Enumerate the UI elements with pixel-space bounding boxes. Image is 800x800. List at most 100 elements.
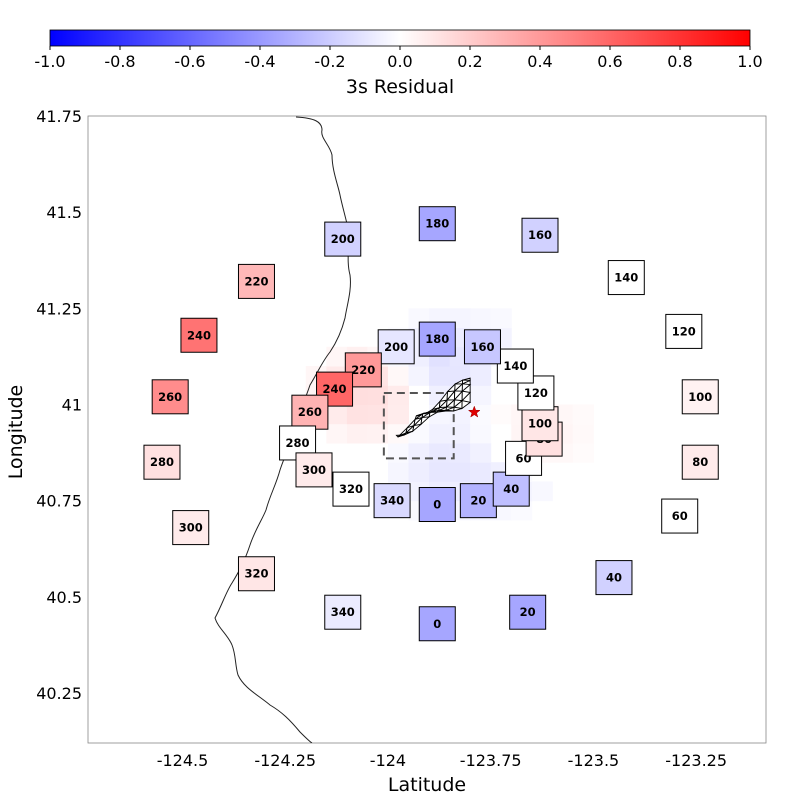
- station-label: 180: [425, 332, 449, 346]
- colorbar-tick-label: 0.8: [667, 52, 692, 71]
- station-marker: [418, 321, 456, 357]
- station-label: 200: [384, 340, 408, 354]
- station-marker: [180, 317, 218, 353]
- epicenter-star: [467, 405, 481, 418]
- heatmap-cell: [429, 442, 451, 463]
- heatmap-cell: [470, 442, 492, 463]
- heatmap-cell: [572, 423, 594, 444]
- station-label: 220: [244, 274, 268, 288]
- heatmap-cell: [572, 404, 594, 425]
- station-label: 160: [470, 340, 494, 354]
- y-tick-label: 40.25: [36, 684, 82, 703]
- station-marker: [143, 444, 181, 480]
- heatmap-cell: [387, 462, 410, 482]
- station-label: 240: [323, 382, 347, 396]
- heatmap-cell: [346, 404, 368, 425]
- colorbar-label: 3s Residual: [346, 76, 454, 98]
- station-label: 140: [503, 359, 527, 373]
- station-label: 340: [380, 494, 404, 508]
- heatmap-cell: [572, 442, 594, 463]
- station-label: 320: [244, 567, 268, 581]
- station-marker: [418, 206, 456, 242]
- station-marker: [607, 260, 645, 296]
- heatmap-cell: [387, 385, 410, 405]
- heatmap-cell: [490, 404, 512, 425]
- station-label: 200: [331, 232, 355, 246]
- station-marker: [492, 471, 530, 507]
- station-marker: [681, 444, 719, 480]
- station-marker: [332, 471, 370, 507]
- heatmap-cell: [429, 366, 451, 386]
- colorbar-tick-label: -0.2: [314, 52, 345, 71]
- heatmap-cell: [470, 462, 492, 482]
- station-marker: [237, 556, 275, 592]
- station-label: 40: [503, 482, 519, 496]
- colorbar-ticks: -1.0 -0.8 -0.6 -0.4 -0.2 0.0 0.2 0.4 0.6 0.8 1.0: [34, 46, 763, 71]
- station-marker: [172, 510, 210, 546]
- station-marker: [291, 394, 329, 430]
- station-marker: [665, 313, 703, 349]
- y-tick-label: 41.25: [36, 299, 82, 318]
- station-label: 80: [692, 455, 708, 469]
- station-label: 180: [425, 217, 449, 231]
- station-marker: [373, 483, 411, 519]
- heatmap-cell: [429, 423, 451, 444]
- heatmap-cell: [367, 423, 389, 444]
- colorbar-gradient: [49, 29, 751, 47]
- x-tick-label: -124.25: [254, 751, 316, 770]
- colorbar-tick-label: 1.0: [737, 52, 762, 71]
- heatmap-cell: [408, 366, 430, 386]
- station-label: 300: [179, 521, 203, 535]
- heatmap-cell: [346, 423, 368, 444]
- station-label: 300: [302, 463, 326, 477]
- colorbar-tick-label: 0.4: [527, 52, 552, 71]
- heatmap-cell: [449, 442, 471, 463]
- station-marker: [595, 560, 633, 596]
- heatmap-cell: [387, 423, 410, 444]
- heatmap-cell: [470, 423, 492, 444]
- station-marker: [324, 221, 362, 257]
- heatmap-cell: [429, 462, 451, 482]
- station-marker: [509, 594, 547, 630]
- heatmap-cell: [470, 366, 492, 386]
- station-label: 0: [433, 617, 441, 631]
- colorbar: -1.0 -0.8 -0.6 -0.4 -0.2 0.0 0.2 0.4 0.6 0.8 1.0 3…: [34, 29, 763, 98]
- y-axis-ticks: 40.25 40.5 40.75 41 41.25 41.5 41.75: [36, 107, 82, 703]
- station-label: 260: [298, 405, 322, 419]
- station-marker: [324, 594, 362, 630]
- y-tick-label: 41.75: [36, 107, 82, 126]
- heatmap-cell: [326, 346, 348, 367]
- station-label: 100: [688, 390, 712, 404]
- station-label: 280: [286, 436, 310, 450]
- fault-mesh: [395, 377, 472, 438]
- colorbar-tick-label: -0.4: [244, 52, 275, 71]
- station-label: 140: [614, 271, 638, 285]
- heatmap-cell: [470, 385, 492, 405]
- y-tick-label: 41: [62, 395, 82, 414]
- x-tick-label: -124.5: [157, 751, 209, 770]
- station-markers: 0204060801001201401601802002202402602803…: [143, 206, 719, 642]
- station-marker: [418, 487, 456, 523]
- heatmap-cell: [367, 404, 389, 425]
- colorbar-tick-label: 0.6: [597, 52, 622, 71]
- station-label: 120: [672, 324, 696, 338]
- heatmap-cell: [449, 423, 471, 444]
- colorbar-tick-label: 0.2: [457, 52, 482, 71]
- station-label: 160: [528, 228, 552, 242]
- heatmap-cell: [326, 404, 348, 425]
- y-axis-label: Longitude: [5, 385, 27, 480]
- colorbar-tick-label: -1.0: [34, 52, 65, 71]
- station-marker: [521, 217, 559, 253]
- heatmap-cell: [408, 462, 430, 482]
- station-label: 220: [351, 363, 375, 377]
- station-label: 260: [158, 390, 182, 404]
- station-marker: [459, 483, 497, 519]
- mesh-triangle: [461, 377, 471, 385]
- source-region-box: [382, 391, 455, 460]
- station-marker: [295, 452, 333, 488]
- heatmap-cell: [490, 308, 512, 329]
- x-axis-label: Latitude: [388, 774, 466, 796]
- heatmap-cell: [387, 442, 410, 463]
- station-marker: [377, 329, 415, 365]
